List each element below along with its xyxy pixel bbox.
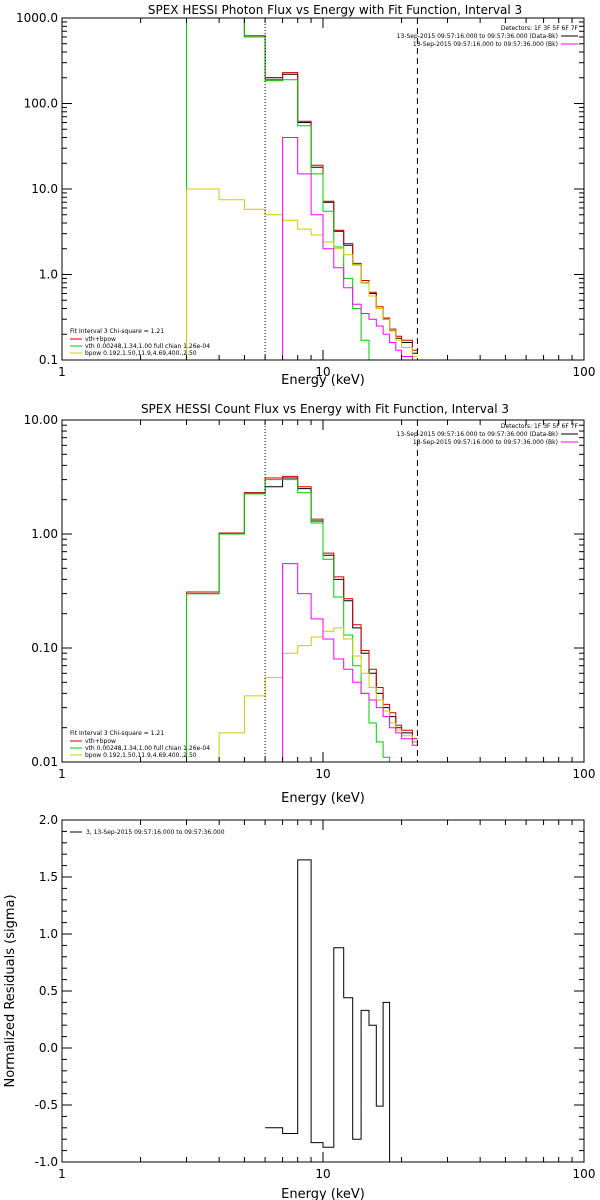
resid-xtick-label-1: 10 bbox=[315, 1167, 330, 1181]
count-axes: 1 10 100 0.01 0.10 1.00 10.00 bbox=[24, 413, 596, 781]
photon-ytick-label-0: 0.1 bbox=[39, 353, 58, 367]
count-chart-title: SPEX HESSI Count Flux vs Energy with Fit… bbox=[141, 402, 509, 416]
resid-legend-item-0: 3, 13-Sep-2015 09:57:16.000 to 09:57:36.… bbox=[86, 829, 225, 836]
resid-axes: 1 10 100 -1.0 -0.5 0.0 0.5 1.0 1.5 2.0 bbox=[35, 813, 596, 1181]
photon-series-vth bbox=[186, 18, 418, 360]
count-detectors-label: Detectors: 1F 3F 5F 6F 7F bbox=[501, 423, 579, 430]
photon-legend-heading: Fit Interval 3 Chi-square = 1.21 bbox=[70, 328, 164, 335]
count-interval-bk: 13-Sep-2015 09:57:16.000 to 09:57:36.000… bbox=[413, 439, 558, 446]
count-legend-item-1: vth 0.00248,1.34,1.00 full chian 1.26e-0… bbox=[85, 745, 210, 752]
count-legend-item-2: bpow 0.192,1.50,11.9,4.69,400.,2.50 bbox=[85, 752, 197, 759]
resid-x-axis-label: Energy (keV) bbox=[281, 1187, 365, 1200]
count-xtick-label-1: 10 bbox=[315, 767, 330, 781]
count-ytick-label-0: 0.01 bbox=[31, 755, 58, 769]
photon-ytick-label-3: 100.0 bbox=[24, 97, 58, 111]
count-flux-panel: SPEX HESSI Count Flux vs Energy with Fit… bbox=[24, 402, 596, 806]
photon-xtick-label-0: 1 bbox=[58, 365, 66, 379]
count-series-bkg bbox=[282, 563, 418, 762]
resid-ytick-label-2: 0.0 bbox=[39, 1041, 58, 1055]
count-series-data bbox=[186, 477, 418, 762]
count-ytick-label-3: 10.00 bbox=[24, 413, 58, 427]
count-legend: Fit Interval 3 Chi-square = 1.21 vth+bpo… bbox=[70, 730, 210, 759]
photon-legend-item-2: bpow 0.192,1.50,11.9,4.69,400.,2.50 bbox=[85, 350, 197, 357]
photon-xtick-label-2: 100 bbox=[573, 365, 596, 379]
count-series-vth bbox=[186, 479, 418, 762]
count-ytick-label-1: 0.10 bbox=[31, 641, 58, 655]
photon-series-bpow bbox=[186, 188, 418, 360]
resid-series-resid bbox=[265, 859, 418, 1162]
photon-series-group bbox=[186, 18, 418, 360]
resid-ytick-label-5: 1.5 bbox=[39, 870, 58, 884]
count-plot-frame bbox=[61, 419, 585, 763]
resid-series-group bbox=[265, 859, 418, 1162]
resid-ytick-label-0: -1.0 bbox=[35, 1155, 58, 1169]
count-x-axis-label: Energy (keV) bbox=[281, 791, 365, 806]
resid-marks bbox=[265, 859, 418, 1162]
photon-interval-bk: 13-Sep-2015 09:57:16.000 to 09:57:36.000… bbox=[413, 41, 558, 48]
residuals-panel: 1 10 100 -1.0 -0.5 0.0 0.5 1.0 1.5 2.0 Energy (ke… bbox=[3, 813, 595, 1200]
count-legend-heading: Fit Interval 3 Chi-square = 1.21 bbox=[70, 730, 164, 737]
count-xtick-label-0: 1 bbox=[58, 767, 66, 781]
photon-legend: Fit Interval 3 Chi-square = 1.21 vth+bpo… bbox=[70, 328, 210, 357]
photon-series-bkg bbox=[282, 137, 418, 360]
count-xtick-label-2: 100 bbox=[573, 767, 596, 781]
photon-ytick-label-4: 1000.0 bbox=[16, 11, 58, 25]
photon-chart-title: SPEX HESSI Photon Flux vs Energy with Fi… bbox=[148, 3, 522, 17]
count-marks bbox=[186, 420, 418, 762]
photon-detectors-label: Detectors: 1F 3F 5F 6F 7F bbox=[501, 25, 579, 32]
photon-xtick-label-1: 10 bbox=[315, 365, 330, 379]
photon-x-axis-label: Energy (keV) bbox=[281, 373, 365, 388]
count-interval-data: 13-Sep-2015 09:57:16.000 to 09:57:36.000… bbox=[397, 431, 558, 438]
count-series-vth+bpow bbox=[186, 475, 418, 762]
count-ytick-label-2: 1.00 bbox=[31, 527, 58, 541]
photon-legend-item-1: vth 0.00248,1.34,1.00 full chian 1.26e-0… bbox=[85, 343, 210, 350]
photon-marks bbox=[186, 18, 418, 360]
photon-ytick-label-2: 10.0 bbox=[31, 182, 58, 196]
photon-legend-item-0: vth+bpow bbox=[85, 336, 116, 343]
count-series-bpow bbox=[186, 627, 418, 762]
count-series-group bbox=[186, 475, 418, 762]
photon-series-vth+bpow bbox=[186, 18, 418, 360]
resid-ytick-label-6: 2.0 bbox=[39, 813, 58, 827]
resid-xtick-label-2: 100 bbox=[573, 1167, 596, 1181]
resid-ytick-label-4: 1.0 bbox=[39, 927, 58, 941]
photon-axes: 1 10 100 0.1 1.0 10.0 100.0 1000.0 bbox=[16, 11, 595, 379]
count-legend-item-0: vth+bpow bbox=[85, 738, 116, 745]
photon-ytick-label-1: 1.0 bbox=[39, 268, 58, 282]
resid-ytick-label-1: -0.5 bbox=[35, 1098, 58, 1112]
photon-flux-panel: SPEX HESSI Photon Flux vs Energy with Fi… bbox=[16, 3, 595, 388]
resid-plot-frame bbox=[61, 819, 585, 1163]
resid-xtick-label-0: 1 bbox=[58, 1167, 66, 1181]
photon-interval-data: 13-Sep-2015 09:57:16.000 to 09:57:36.000… bbox=[397, 33, 558, 40]
resid-y-axis-label: Normalized Residuals (sigma) bbox=[3, 894, 18, 1087]
resid-ytick-label-3: 0.5 bbox=[39, 984, 58, 998]
